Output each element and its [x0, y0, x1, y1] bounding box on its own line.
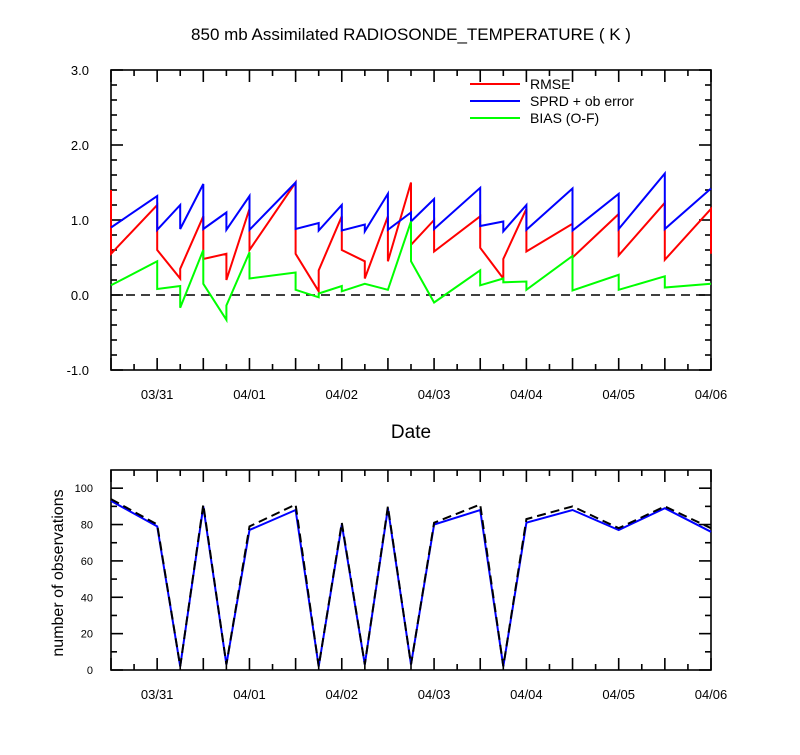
x-tick-label: 04/02 [325, 687, 358, 702]
x-tick-label: 04/06 [695, 687, 728, 702]
top-panel: 3.0 2.0 1.0 0.0 -1.0 03/31 04/01 04/02 04/03 04/0… [67, 63, 728, 443]
top-tick-labels: 3.0 2.0 1.0 0.0 -1.0 03/31 04/01 04/02 04/03 04/0… [67, 63, 728, 402]
legend-sprd-label: SPRD + ob error [530, 93, 634, 109]
y-tick-label: 100 [75, 483, 93, 495]
bottom-tick-labels: 100 80 60 40 20 0 03/31 04/01 04/02 04/03 04/04 04/… [75, 483, 728, 702]
x-tick-label: 03/31 [141, 687, 174, 702]
series-line-0 [110, 179, 712, 295]
obs-line-used [110, 500, 712, 667]
y-tick-label: 80 [81, 520, 93, 532]
bottom-panel: 100 80 60 40 20 0 03/31 04/01 04/02 04/03 04/04 04/… [50, 469, 728, 702]
series-line-2 [110, 221, 712, 324]
x-tick-label: 04/01 [233, 387, 266, 402]
bottom-series-group [110, 498, 712, 667]
y-tick-label: 0.0 [71, 288, 89, 303]
bottom-tick-marks [110, 470, 712, 671]
x-tick-label: 04/04 [510, 687, 543, 702]
y-tick-label: 0 [87, 665, 93, 677]
x-tick-label: 04/03 [418, 387, 451, 402]
y-tick-label: 40 [81, 592, 93, 604]
x-tick-label: 04/02 [325, 387, 358, 402]
y-tick-label: 2.0 [71, 138, 89, 153]
x-tick-label: 04/04 [510, 387, 543, 402]
chart-title: 850 mb Assimilated RADIOSONDE_TEMPERATUR… [191, 25, 631, 44]
top-series-group [110, 170, 712, 324]
x-tick-label: 04/05 [602, 687, 635, 702]
y-tick-label: 1.0 [71, 213, 89, 228]
bottom-y-axis-label: number of observations [50, 489, 67, 656]
legend-rmse-label: RMSE [530, 76, 570, 92]
x-tick-label: 04/05 [602, 387, 635, 402]
legend-bias-label: BIAS (O-F) [530, 110, 599, 126]
series-line-1 [110, 170, 712, 235]
y-tick-label: 60 [81, 556, 93, 568]
bottom-plot-frame [110, 469, 712, 671]
x-tick-label: 04/01 [233, 687, 266, 702]
y-tick-label: 3.0 [71, 63, 89, 78]
x-tick-label: 04/06 [695, 387, 728, 402]
top-x-axis-label: Date [391, 422, 431, 443]
x-tick-label: 04/03 [418, 687, 451, 702]
obs-line-possible [110, 498, 712, 667]
y-tick-label: -1.0 [67, 363, 89, 378]
legend: RMSE SPRD + ob error BIAS (O-F) [470, 76, 634, 126]
x-tick-label: 03/31 [141, 387, 174, 402]
y-tick-label: 20 [81, 629, 93, 641]
